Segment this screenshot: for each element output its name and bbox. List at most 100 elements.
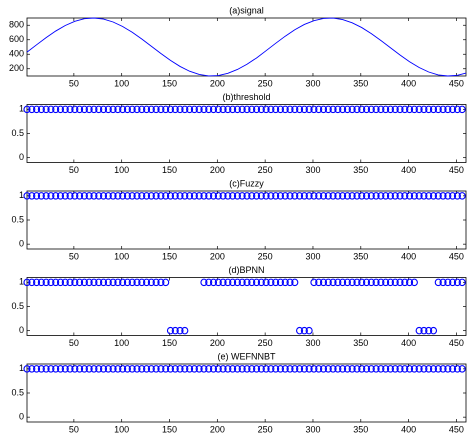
marker [176,192,184,200]
marker [415,192,423,200]
marker [166,105,175,114]
marker [209,365,218,373]
marker [324,192,332,200]
marker [410,105,418,114]
marker [152,105,160,114]
marker [76,105,84,114]
marker [123,105,131,114]
marker [80,278,88,287]
marker [372,192,380,200]
x-tick-label: 250 [258,251,273,261]
x-tick-label: 150 [162,78,177,88]
marker [205,192,213,200]
marker [300,192,308,200]
marker [334,278,342,287]
marker [286,278,294,287]
x-tick-label: 450 [449,424,464,434]
chart-title: (d)BPNN [228,265,264,275]
marker [176,326,184,335]
marker [343,192,351,200]
marker [310,365,318,373]
y-tick-label: 0.5 [11,301,24,311]
marker [229,192,237,200]
marker [434,278,442,287]
marker [415,326,423,335]
marker [214,192,222,200]
marker [56,278,65,287]
x-tick-label: 100 [114,338,129,348]
marker [143,278,151,287]
marker [248,365,256,373]
y-tick-label: 0 [19,239,24,249]
marker [114,105,122,114]
marker [219,105,227,114]
marker [382,365,390,373]
marker [33,192,41,200]
x-tick-label: 200 [210,251,225,261]
marker [157,192,165,200]
marker [420,365,428,373]
marker [85,192,93,200]
marker [214,105,222,114]
marker [181,365,189,373]
marker [66,192,74,200]
marker [157,365,165,373]
x-tick-label: 200 [210,424,225,434]
marker [415,365,423,373]
marker [76,278,84,287]
marker [138,365,146,373]
x-tick-label: 150 [162,251,177,261]
marker [71,365,79,373]
x-tick-label: 450 [449,78,464,88]
marker [367,365,375,373]
marker [109,278,117,287]
marker [348,192,356,200]
marker [296,326,304,335]
marker [252,365,261,373]
marker [248,278,256,287]
marker [133,105,141,114]
y-tick-label: 1 [19,277,24,287]
marker [315,192,323,200]
marker [449,105,457,114]
marker [128,365,136,373]
marker [444,278,452,287]
marker [104,365,112,373]
marker [372,365,380,373]
marker [324,278,332,287]
marker [367,192,375,200]
x-tick-label: 50 [69,338,79,348]
marker [23,278,31,287]
marker [286,192,294,200]
marker [186,192,194,200]
marker [152,192,160,200]
marker [267,192,275,200]
marker [382,105,390,114]
marker [190,365,198,373]
marker [329,192,337,200]
marker [243,365,251,373]
marker [300,365,308,373]
x-tick-label: 350 [353,78,368,88]
marker [209,278,218,287]
marker [133,278,141,287]
marker [71,105,79,114]
marker [310,278,318,287]
marker [61,192,69,200]
marker [406,278,414,287]
marker [33,278,41,287]
marker [123,278,131,287]
marker [233,105,241,114]
marker [396,192,404,200]
marker [391,105,399,114]
marker [114,192,122,200]
marker [329,105,337,114]
marker [391,278,399,287]
marker [449,278,457,287]
marker [95,365,103,373]
marker [334,105,342,114]
marker [71,278,79,287]
marker [157,278,165,287]
marker [425,105,433,114]
marker [128,105,136,114]
